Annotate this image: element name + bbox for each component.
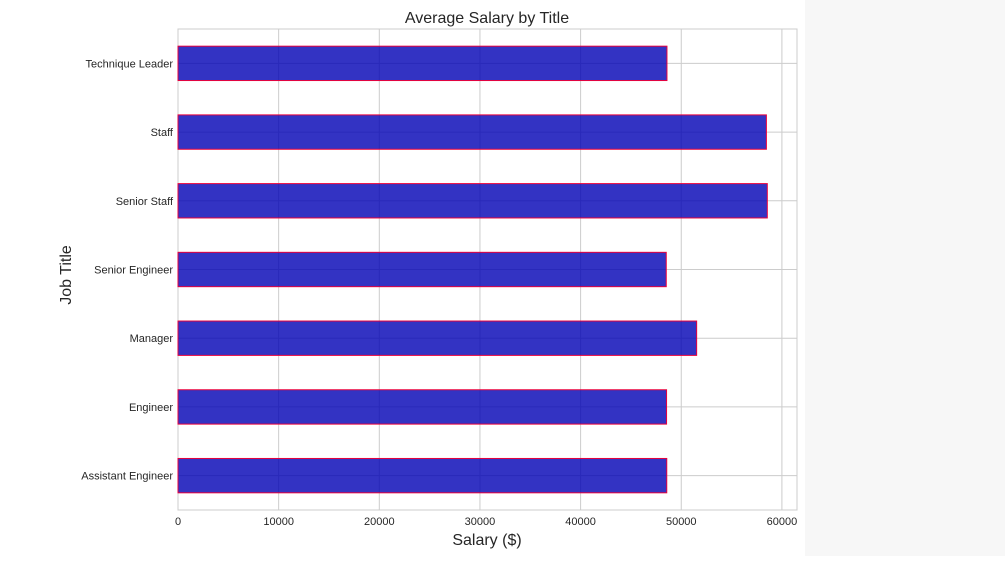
bar-technique-leader xyxy=(177,45,668,82)
x-tick-label: 0 xyxy=(175,516,181,528)
y-tick-label: Technique Leader xyxy=(86,58,174,70)
y-tick-labels: Assistant Engineer Engineer Manager Senior … xyxy=(81,58,174,482)
bar-senior-staff xyxy=(177,183,768,219)
x-tick-label: 40000 xyxy=(565,516,596,528)
bar-assistant-engineer xyxy=(177,457,668,494)
bars xyxy=(177,45,768,494)
x-tick-label: 60000 xyxy=(767,516,798,528)
y-tick-label: Senior Engineer xyxy=(94,265,173,277)
bar-engineer xyxy=(177,389,668,425)
y-tick-label: Staff xyxy=(151,127,174,139)
bar-chart: Average Salary by Title Assistant Engine… xyxy=(58,10,798,549)
chart-title: Average Salary by Title xyxy=(405,10,569,27)
bar-manager xyxy=(177,320,698,356)
x-tick-label: 50000 xyxy=(666,516,697,528)
x-tick-label: 30000 xyxy=(465,516,496,528)
x-axis-label: Salary ($) xyxy=(452,532,521,549)
y-axis-label: Job Title xyxy=(58,245,75,305)
bar-senior-engineer xyxy=(177,251,667,288)
x-tick-label: 20000 xyxy=(364,516,395,528)
chart-figure: Average Salary by Title Assistant Engine… xyxy=(58,10,798,549)
x-tick-labels: 0 10000 20000 30000 40000 50000 60000 xyxy=(175,516,797,528)
y-tick-label: Manager xyxy=(130,333,174,345)
y-tick-label: Senior Staff xyxy=(116,196,174,208)
y-tick-label: Engineer xyxy=(129,402,173,414)
x-tick-label: 10000 xyxy=(263,516,294,528)
bar-staff xyxy=(177,114,767,150)
y-tick-label: Assistant Engineer xyxy=(81,471,173,483)
